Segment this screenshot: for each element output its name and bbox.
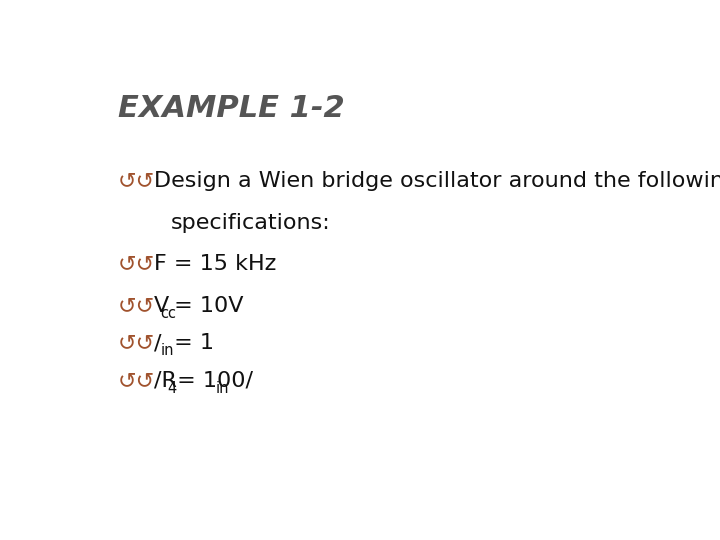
Text: Design a Wien bridge oscillator around the following: Design a Wien bridge oscillator around t… (154, 171, 720, 191)
Text: /: / (154, 333, 162, 353)
Text: EXAMPLE 1-2: EXAMPLE 1-2 (118, 94, 345, 123)
Text: in: in (215, 381, 229, 396)
Text: ↺↺: ↺↺ (118, 254, 155, 274)
Text: F = 15 kHz: F = 15 kHz (154, 254, 276, 274)
Text: = 100/: = 100/ (171, 371, 253, 391)
Text: ↺↺: ↺↺ (118, 371, 155, 391)
Text: cc: cc (161, 306, 176, 321)
Text: ↺↺: ↺↺ (118, 333, 155, 353)
Text: /R: /R (154, 371, 177, 391)
Text: = 10V: = 10V (167, 296, 243, 316)
Text: = 1: = 1 (167, 333, 214, 353)
Text: ↺↺: ↺↺ (118, 296, 155, 316)
Text: ↺↺: ↺↺ (118, 171, 155, 191)
Text: in: in (161, 343, 174, 359)
Text: V: V (154, 296, 169, 316)
Text: specifications:: specifications: (171, 213, 330, 233)
Text: 4: 4 (167, 381, 176, 396)
